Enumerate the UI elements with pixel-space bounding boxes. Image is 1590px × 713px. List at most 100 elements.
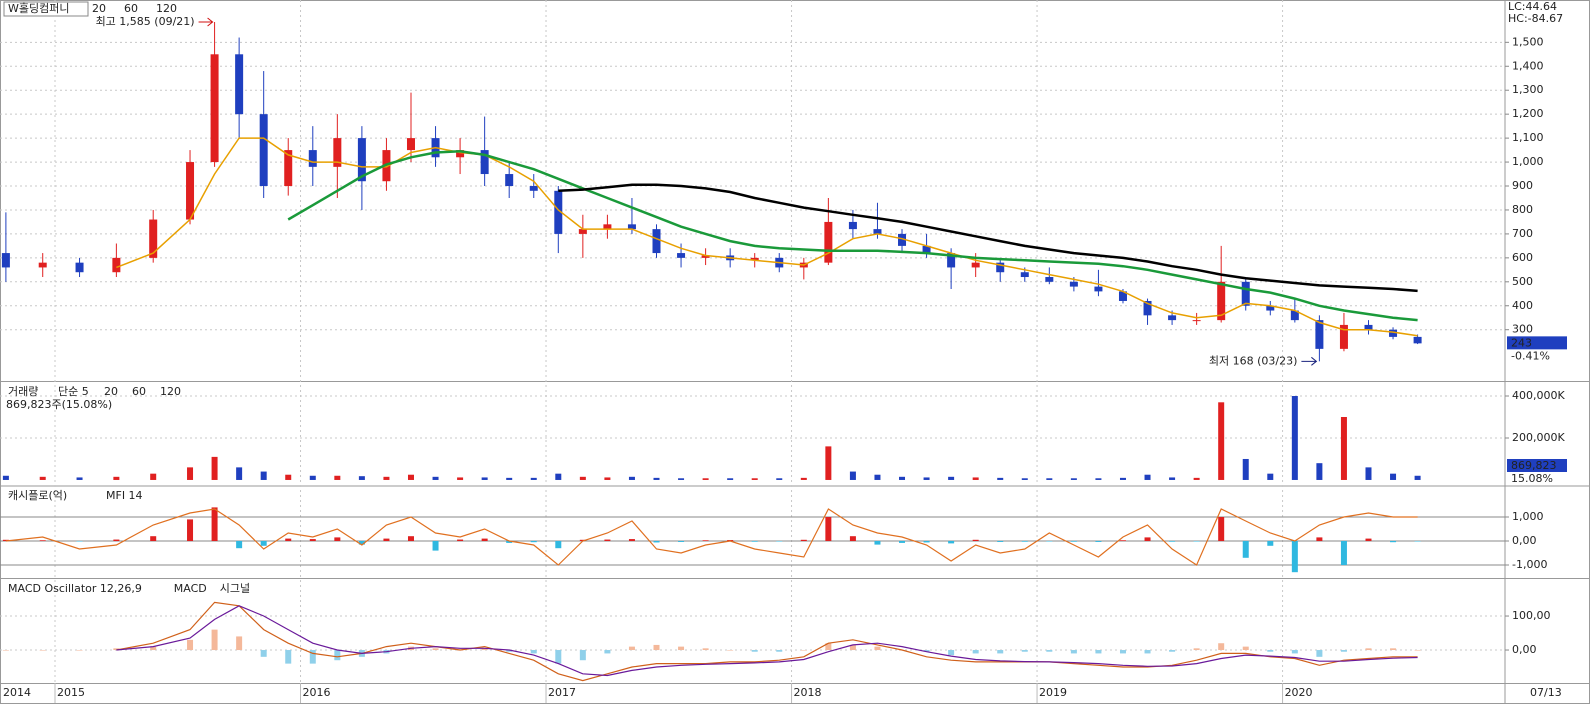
candle-body (873, 229, 882, 234)
bar (702, 648, 709, 651)
bar (923, 541, 930, 543)
bar (776, 650, 783, 652)
bar (776, 478, 783, 480)
y-tick-label: 500 (1512, 275, 1533, 288)
bar (555, 473, 562, 480)
bar (334, 475, 341, 480)
bar (1144, 650, 1151, 654)
bar (1316, 537, 1323, 541)
legend-entry: MFI 14 (106, 489, 143, 502)
y-tick-label: 1,200 (1512, 107, 1544, 120)
bar (1390, 473, 1397, 480)
bar (187, 519, 194, 541)
bar (972, 539, 979, 541)
bar (187, 467, 194, 480)
bar (407, 536, 414, 541)
bar (1021, 650, 1028, 652)
bar (727, 478, 734, 480)
bar (948, 541, 955, 544)
bar (1267, 473, 1274, 480)
candle-body (1339, 324, 1348, 349)
candle-body (284, 150, 293, 187)
bar (800, 650, 807, 651)
bar (1390, 648, 1397, 651)
bar (1267, 650, 1274, 652)
bar (1340, 650, 1347, 652)
y-tick-label: 700 (1512, 227, 1533, 240)
bar (849, 644, 856, 651)
volume-box-value: 869,823 (1511, 459, 1557, 472)
bar (432, 541, 439, 551)
y-tick-label: 1,500 (1512, 35, 1544, 48)
bar (1316, 463, 1323, 480)
candle-body (1413, 336, 1422, 344)
y-tick-label: 400,000K (1512, 389, 1565, 402)
bar (260, 541, 267, 546)
bar (604, 650, 611, 654)
bar (678, 541, 685, 542)
bar (1291, 541, 1298, 573)
bar (383, 538, 390, 541)
y-tick-label: 1,400 (1512, 59, 1544, 72)
hc-label: HC:-84.67 (1508, 12, 1563, 25)
candle-body (186, 162, 195, 220)
bar (1021, 541, 1028, 542)
candle-body (1315, 320, 1324, 349)
bar (481, 477, 488, 480)
bar (506, 541, 513, 543)
bar (334, 537, 341, 541)
bar (432, 648, 439, 651)
bar (1119, 477, 1126, 480)
candle-body (75, 262, 84, 273)
bar (997, 477, 1004, 480)
bar (1070, 650, 1077, 654)
title-box (3, 1, 89, 17)
candle-body (1118, 291, 1127, 301)
bar (236, 467, 243, 480)
bar (800, 539, 807, 541)
volume-box (1507, 459, 1567, 472)
bar (76, 477, 83, 480)
bar (628, 646, 635, 651)
bar (383, 476, 390, 480)
bar (1267, 541, 1274, 546)
bar (678, 646, 685, 651)
bar (1021, 478, 1028, 480)
x-tick-label: 2019 (1039, 686, 1067, 699)
bar (481, 648, 488, 651)
candle-body (578, 229, 587, 234)
legend-entry: 60 (132, 385, 146, 398)
bar (1218, 643, 1225, 651)
bar (150, 646, 157, 651)
legend-entry: 20 (92, 2, 106, 15)
candle-body (750, 257, 759, 261)
bar (1046, 650, 1053, 652)
candle-body (922, 245, 931, 254)
bar (1340, 417, 1347, 480)
bar (1169, 541, 1176, 542)
bar (211, 507, 218, 541)
candle-body (308, 150, 317, 167)
bar (1365, 648, 1372, 651)
y-tick-label: 1,000 (1512, 155, 1544, 168)
bar (407, 474, 414, 480)
bar (1218, 402, 1225, 480)
x-tick-label: 2017 (548, 686, 576, 699)
line-series (558, 183, 1418, 293)
bar (309, 539, 316, 541)
bar (874, 646, 881, 651)
bar (285, 474, 292, 480)
x-tick-label: 2015 (57, 686, 85, 699)
line-series (5, 508, 1418, 566)
candle-body (1045, 277, 1054, 282)
y-tick-label: 1,000 (1512, 510, 1544, 523)
bar (1414, 650, 1421, 651)
x-tick-label: 2018 (794, 686, 822, 699)
bar (530, 477, 537, 480)
candle-body (357, 138, 366, 182)
volume-box-pct: 15.08% (1511, 472, 1553, 485)
candle-body (406, 138, 415, 151)
line-series (116, 137, 1418, 337)
bar (1119, 650, 1126, 654)
